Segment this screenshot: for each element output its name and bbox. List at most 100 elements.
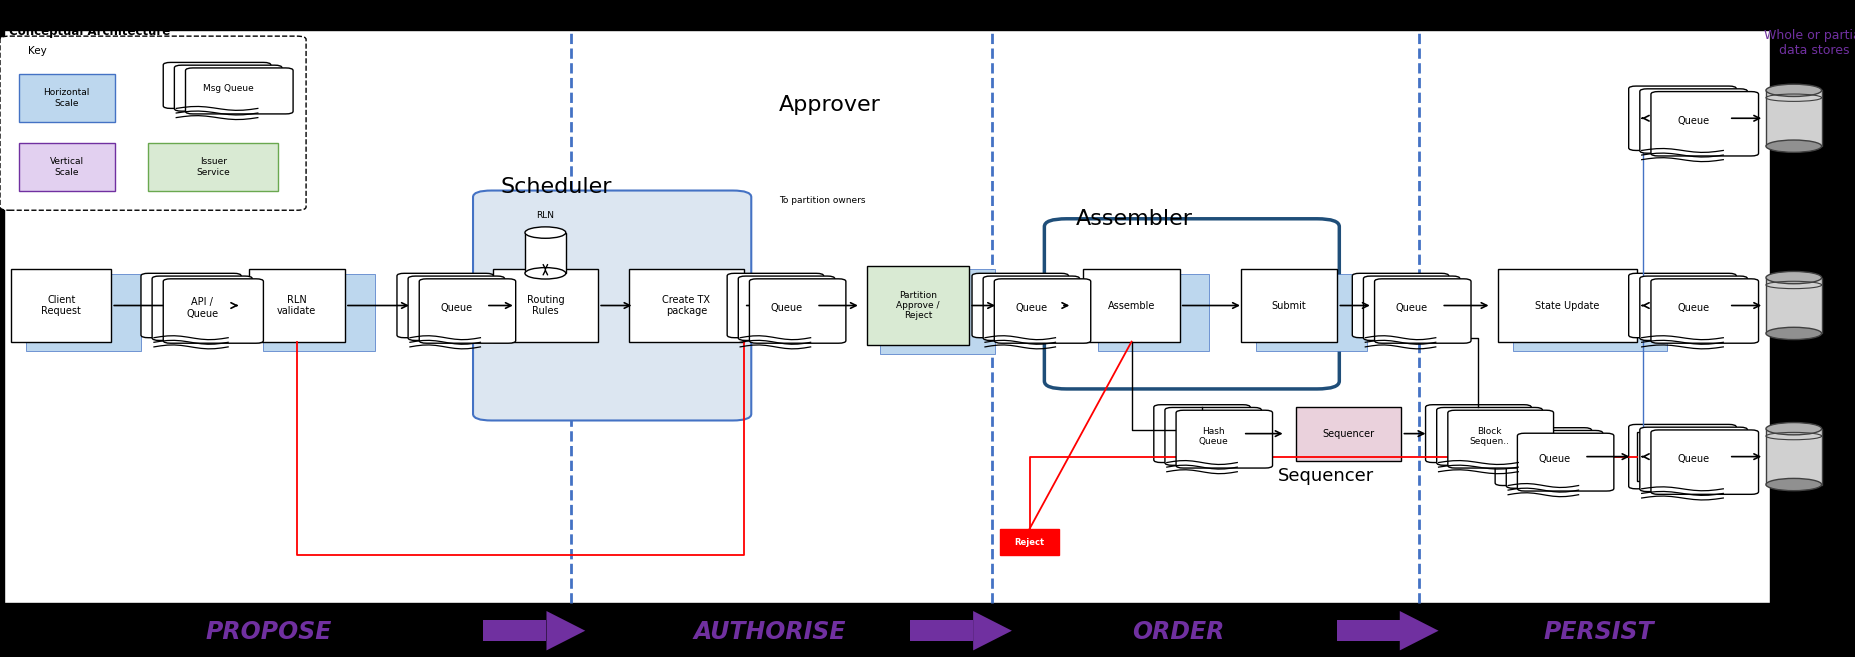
Bar	[4, 30, 1770, 603]
Text: Client
Request: Client Request	[41, 295, 82, 316]
Text: Queue: Queue	[1677, 304, 1710, 313]
Text: Assembler: Assembler	[1076, 209, 1193, 229]
Ellipse shape	[1766, 140, 1822, 152]
Text: Key: Key	[28, 46, 46, 57]
Bar	[263, 274, 375, 351]
FancyBboxPatch shape	[727, 273, 824, 338]
FancyBboxPatch shape	[0, 36, 306, 210]
Polygon shape	[974, 611, 1013, 650]
FancyBboxPatch shape	[983, 276, 1080, 340]
Bar	[1653, 436, 1751, 491]
FancyBboxPatch shape	[1495, 428, 1592, 486]
Text: Queue: Queue	[1677, 116, 1710, 126]
FancyBboxPatch shape	[1506, 430, 1603, 488]
Text: Notify: Notify	[1664, 451, 1694, 462]
FancyBboxPatch shape	[1449, 410, 1554, 468]
Text: Queue: Queue	[1395, 304, 1428, 313]
FancyBboxPatch shape	[1352, 273, 1449, 338]
Text: Queue: Queue	[1677, 455, 1710, 464]
FancyBboxPatch shape	[1651, 91, 1759, 156]
FancyBboxPatch shape	[1375, 279, 1471, 343]
FancyBboxPatch shape	[1438, 407, 1543, 465]
FancyBboxPatch shape	[163, 62, 271, 108]
FancyBboxPatch shape	[1517, 433, 1614, 491]
FancyBboxPatch shape	[749, 279, 846, 343]
Text: To partition owners: To partition owners	[779, 196, 866, 205]
Bar	[1083, 269, 1180, 342]
Text: PROPOSE: PROPOSE	[206, 620, 332, 644]
Text: AUTHORISE: AUTHORISE	[694, 620, 846, 644]
Bar	[525, 233, 566, 273]
FancyBboxPatch shape	[1165, 407, 1261, 465]
Bar	[909, 620, 974, 641]
FancyBboxPatch shape	[1640, 276, 1747, 340]
Text: Scheduler: Scheduler	[501, 177, 612, 197]
FancyBboxPatch shape	[141, 273, 241, 338]
Text: Reject: Reject	[1015, 537, 1044, 547]
Bar	[1295, 407, 1402, 461]
Bar	[629, 269, 744, 342]
FancyBboxPatch shape	[1044, 219, 1339, 389]
Bar	[148, 143, 278, 191]
FancyBboxPatch shape	[994, 279, 1091, 343]
Bar	[1256, 274, 1367, 351]
Text: Horizontal
Scale: Horizontal Scale	[45, 88, 91, 108]
Text: Conceptual Architecture: Conceptual Architecture	[9, 25, 171, 38]
Text: Create TX
package: Create TX package	[662, 295, 710, 316]
FancyBboxPatch shape	[1640, 89, 1747, 153]
Bar	[11, 269, 111, 342]
FancyBboxPatch shape	[1426, 405, 1532, 463]
Text: Block
Sequen..: Block Sequen..	[1469, 426, 1510, 446]
Bar	[1770, 30, 1855, 603]
Ellipse shape	[525, 267, 566, 279]
Text: API /
Queue: API / Queue	[186, 298, 219, 319]
Text: Approver: Approver	[779, 95, 881, 115]
FancyBboxPatch shape	[1651, 430, 1759, 494]
FancyBboxPatch shape	[419, 279, 516, 343]
FancyBboxPatch shape	[1629, 86, 1736, 150]
Text: Sequencer: Sequencer	[1323, 428, 1375, 439]
Bar	[1766, 277, 1822, 333]
Text: Queue: Queue	[1538, 455, 1571, 464]
Bar	[0, 603, 1855, 657]
Bar	[493, 269, 597, 342]
FancyBboxPatch shape	[1629, 424, 1736, 489]
Bar	[249, 269, 345, 342]
Text: Routing
Rules: Routing Rules	[527, 295, 564, 316]
Bar	[1241, 269, 1337, 342]
Text: PERSIST: PERSIST	[1543, 620, 1655, 644]
Bar	[1766, 91, 1822, 147]
Text: Queue: Queue	[1015, 304, 1048, 313]
FancyBboxPatch shape	[1154, 405, 1250, 463]
Text: Hash
Queue: Hash Queue	[1198, 426, 1228, 446]
FancyBboxPatch shape	[174, 65, 282, 111]
FancyBboxPatch shape	[1363, 276, 1460, 340]
FancyBboxPatch shape	[152, 276, 252, 340]
FancyBboxPatch shape	[1640, 427, 1747, 491]
Text: Msg Queue: Msg Queue	[202, 83, 254, 93]
Bar	[1337, 620, 1401, 641]
Ellipse shape	[525, 227, 566, 238]
Bar	[482, 620, 547, 641]
Ellipse shape	[1766, 478, 1822, 491]
Text: RLN
validate: RLN validate	[276, 295, 317, 316]
Bar	[881, 269, 996, 354]
FancyBboxPatch shape	[1629, 273, 1736, 338]
Ellipse shape	[1766, 422, 1822, 435]
Bar	[19, 143, 115, 191]
Polygon shape	[547, 611, 586, 650]
Bar	[26, 274, 141, 351]
Text: Whole or partial
data stores: Whole or partial data stores	[1764, 29, 1855, 57]
Bar	[1766, 429, 1822, 485]
Text: ORDER: ORDER	[1132, 620, 1224, 644]
Ellipse shape	[1766, 327, 1822, 340]
Bar	[19, 74, 115, 122]
Ellipse shape	[1766, 84, 1822, 97]
Text: Submit: Submit	[1273, 300, 1306, 311]
Text: Issuer
Service: Issuer Service	[197, 157, 230, 177]
FancyBboxPatch shape	[163, 279, 263, 343]
FancyBboxPatch shape	[408, 276, 505, 340]
Text: RLN: RLN	[536, 211, 555, 220]
Bar	[1098, 274, 1209, 351]
Text: State Update: State Update	[1536, 300, 1599, 311]
